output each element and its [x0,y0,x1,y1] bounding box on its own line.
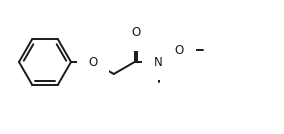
Text: O: O [175,44,184,57]
Text: O: O [88,55,98,68]
Text: O: O [131,27,141,40]
Text: N: N [154,55,163,68]
